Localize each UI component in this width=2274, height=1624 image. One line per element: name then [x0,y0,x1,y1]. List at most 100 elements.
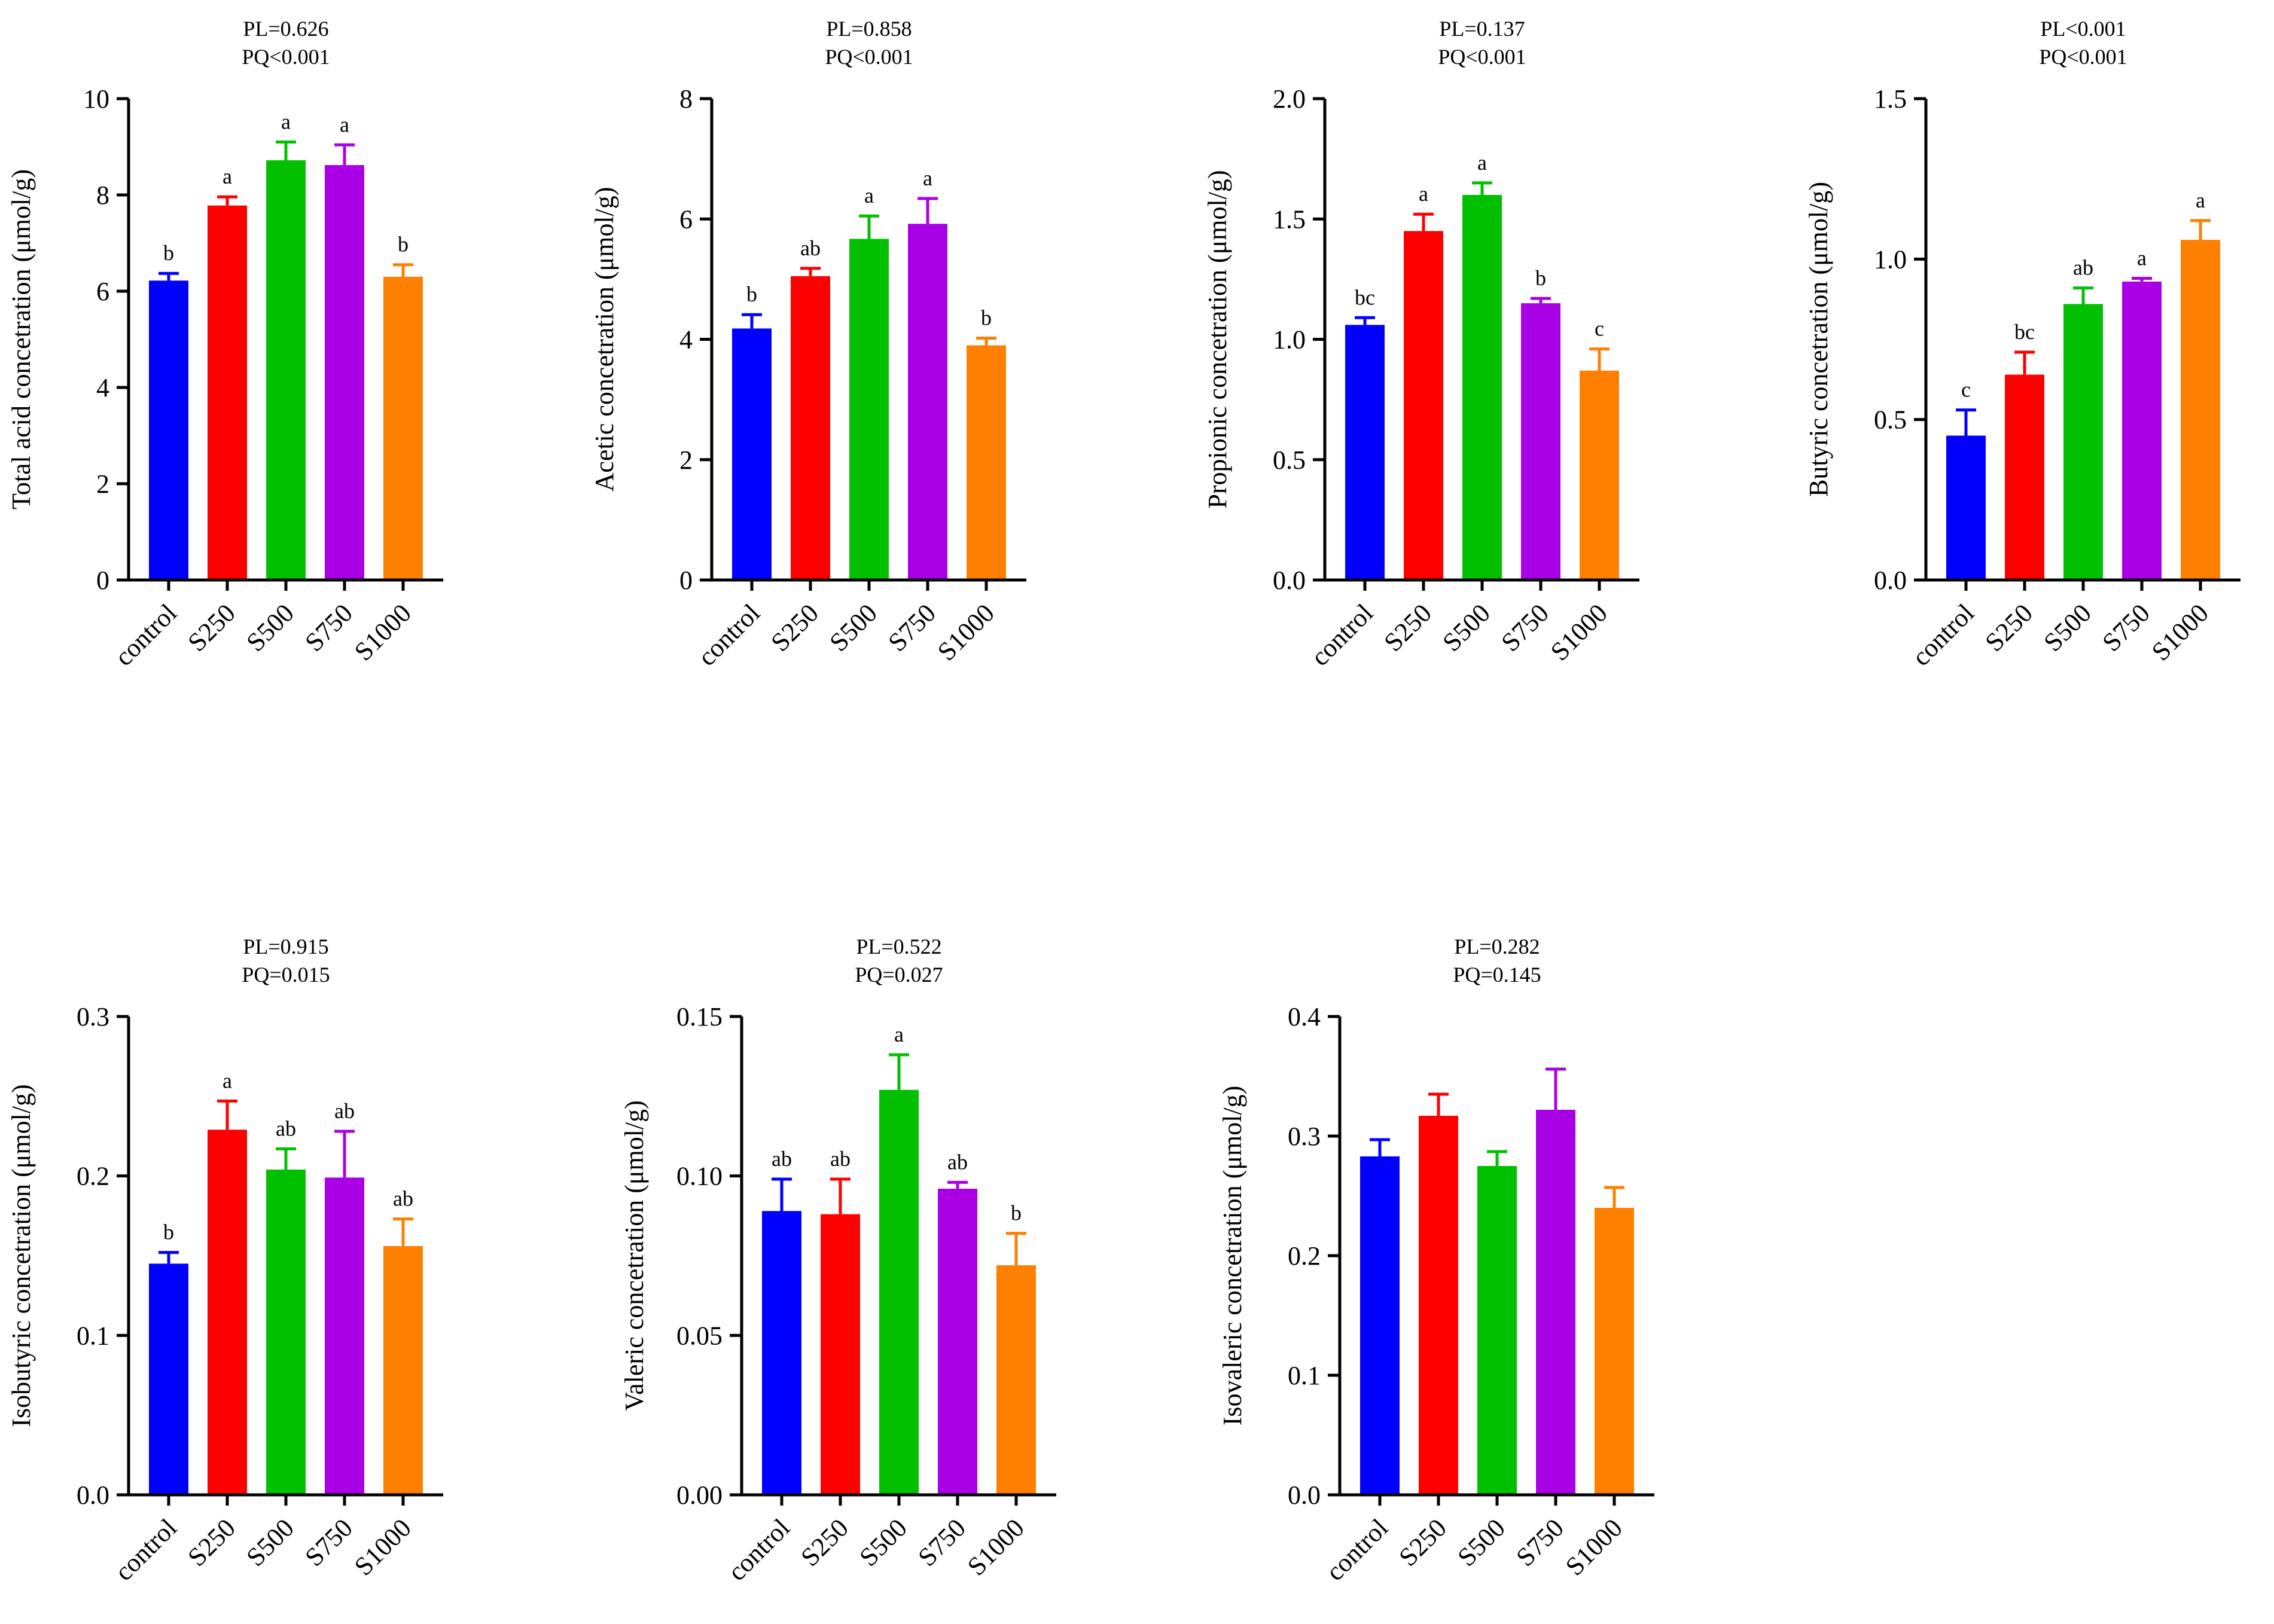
significance-letter: ab [947,1150,968,1174]
y-axis-label: Acetic concetration (μmol/g) [590,187,619,492]
x-tick-label-s1000: S1000 [962,1513,1030,1581]
bar-s750 [908,224,947,580]
x-tick-label-s500: S500 [240,1513,300,1572]
y-tick-label: 8 [96,181,109,210]
significance-letter: a [864,184,874,207]
bar-control [1345,325,1385,580]
x-tick-label-s500: S500 [1437,598,1496,657]
significance-letter: b [981,306,992,329]
significance-letter: a [340,112,349,136]
bar-s1000 [1580,370,1619,580]
bar-control [1946,435,1986,580]
bar-s1000 [967,345,1006,580]
bar-s250 [1419,1116,1458,1495]
y-axis-label: Total acid concetration (μmol/g) [7,169,36,509]
bar-s250 [208,205,247,581]
x-tick-label-s500: S500 [853,1513,913,1572]
stats-pl-label: PL<0.001 [2040,17,2126,41]
y-axis-label: Butyric concetration (μmol/g) [1804,182,1833,497]
y-tick-label: 2.0 [1273,84,1306,114]
x-tick-label-s1000: S1000 [932,598,1000,666]
x-tick-label-s1000: S1000 [1560,1513,1628,1581]
bar-s1000 [383,276,423,580]
y-tick-label: 0.0 [77,1480,109,1510]
bar-control [149,1263,188,1495]
y-tick-label: 6 [679,204,693,234]
significance-letter: ab [276,1116,296,1140]
x-tick-label-s1000: S1000 [2146,598,2214,666]
x-tick-label-s500: S500 [824,598,883,657]
bar-s750 [1521,303,1560,580]
stats-pl-label: PL=0.915 [243,935,328,958]
chart-panel-6: PL=0.522 PQ=0.027 Valeric concetration (μm… [620,935,1056,1586]
significance-letter: ab [2073,256,2093,280]
chart-panel-2: PL=0.858 PQ<0.001 Acetic concetration (μmo… [590,17,1026,671]
y-tick-label: 0.0 [1288,1480,1321,1510]
bar-s1000 [383,1246,423,1495]
y-tick-label: 0.2 [77,1162,109,1191]
x-tick-label-s1000: S1000 [349,598,417,666]
x-tick-label-s250: S250 [182,1513,241,1572]
y-tick-label: 0.3 [1288,1122,1321,1151]
bar-control [149,280,188,580]
bar-s250 [821,1214,860,1495]
x-tick-label-control: control [109,598,182,671]
y-tick-label: 0.0 [1273,566,1306,595]
y-tick-label: 0.10 [676,1162,723,1191]
y-axis-label: Isobutyric concetration (μmol/g) [7,1084,36,1427]
x-tick-label-control: control [109,1513,182,1586]
stats-pq-label: PQ<0.001 [2039,45,2127,69]
bar-s500 [1462,195,1502,580]
stats-pl-label: PL=0.137 [1439,17,1525,41]
stats-pq-label: PQ=0.027 [855,963,943,987]
significance-letter: a [1419,182,1428,206]
significance-letter: b [398,233,409,257]
y-tick-label: 0 [96,566,109,595]
bar-s500 [1477,1166,1517,1495]
stats-pl-label: PL=0.858 [826,17,912,41]
y-tick-label: 0.5 [1874,405,1907,435]
significance-letter: a [2137,246,2147,270]
bar-s750 [325,165,364,581]
bar-s750 [2122,281,2162,580]
x-tick-label-control: control [1305,598,1379,671]
significance-letter: ab [334,1099,355,1123]
y-tick-label: 10 [83,84,109,114]
significance-letter: a [894,1022,904,1046]
y-tick-label: 0.1 [77,1321,109,1350]
y-tick-label: 8 [679,84,693,114]
y-axis-label: Isovaleric concetration (μmol/g) [1218,1086,1247,1425]
x-tick-label-s750: S750 [299,1513,358,1572]
y-axis-label: Propionic concetration (μmol/g) [1203,170,1232,508]
bar-s1000 [1595,1208,1634,1495]
chart-panel-4: PL<0.001 PQ<0.001 Butyric concetration (μm… [1804,17,2241,671]
significance-letter: b [163,1220,174,1244]
y-tick-label: 0.15 [676,1002,723,1031]
chart-panel-3: PL=0.137 PQ<0.001 Propionic concetration (… [1203,17,1639,671]
bar-s250 [208,1130,247,1495]
bar-s250 [1404,231,1443,580]
y-tick-label: 1.5 [1273,204,1306,234]
bar-s750 [938,1189,977,1495]
significance-letter: bc [1355,285,1375,309]
y-axis-label: Valeric concetration (μmol/g) [620,1100,649,1411]
significance-letter: a [222,164,232,188]
bar-s500 [879,1089,919,1495]
stats-pq-label: PQ<0.001 [1438,45,1526,69]
y-tick-label: 1.5 [1874,84,1907,114]
x-tick-label-s750: S750 [882,598,941,657]
significance-letter: b [746,282,757,306]
significance-letter: c [1961,378,1971,402]
chart-panel-7: PL=0.282 PQ=0.145 Isovaleric concetration … [1218,935,1654,1586]
x-tick-label-s750: S750 [2096,598,2156,657]
y-tick-label: 1.0 [1874,245,1907,274]
bar-s750 [325,1177,364,1495]
x-tick-label-s250: S250 [1979,598,2038,657]
bar-s500 [266,1170,306,1495]
x-tick-label-s750: S750 [1495,598,1554,657]
y-tick-label: 4 [96,373,109,402]
stats-pq-label: PQ=0.145 [1453,963,1541,987]
x-tick-label-s250: S250 [1378,598,1437,657]
significance-letter: c [1595,317,1604,341]
